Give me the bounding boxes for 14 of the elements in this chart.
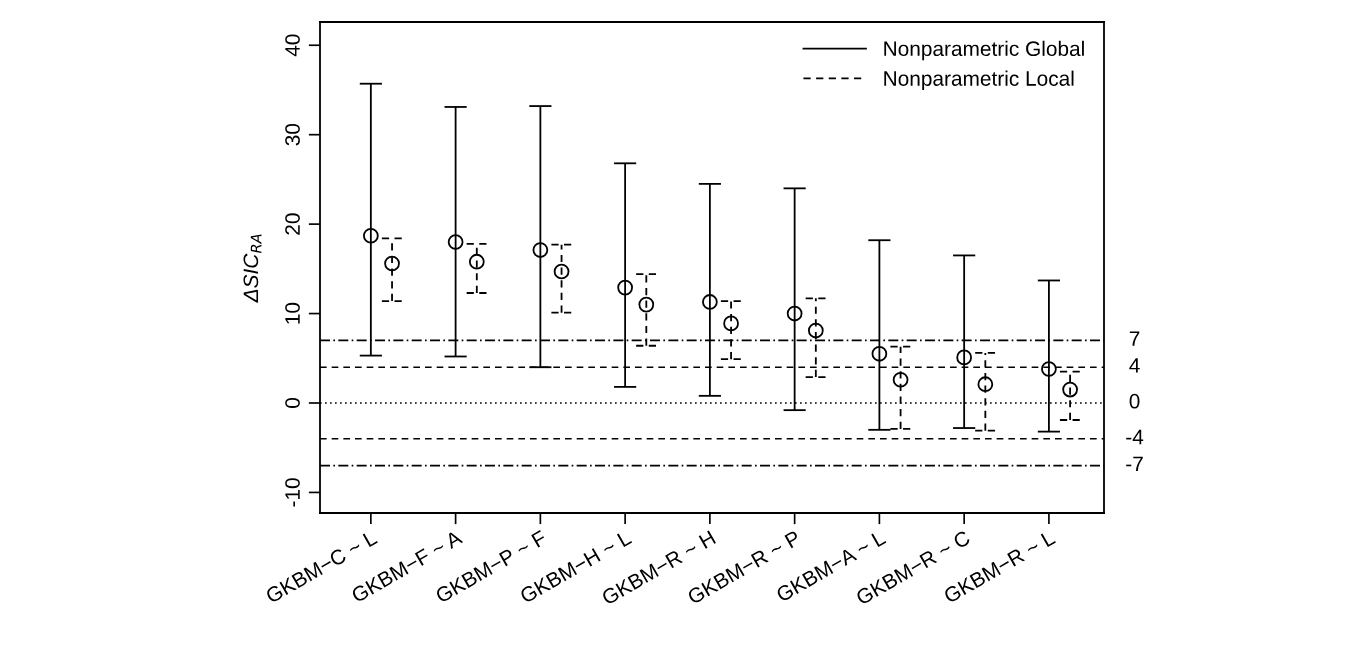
y-tick-label: 0 — [285, 398, 300, 408]
ref-line-label: 0 — [1129, 393, 1140, 409]
ref-line-label: -4 — [1126, 429, 1144, 445]
y-tick-label: -10 — [285, 478, 300, 507]
ref-line-label: -7 — [1126, 456, 1143, 471]
legend-label: Nonparametric Global — [884, 40, 1084, 61]
ref-line-label: 4 — [1129, 358, 1140, 373]
y-tick-label: 10 — [285, 302, 300, 324]
legend-label: Nonparametric Local — [884, 70, 1074, 91]
ref-line-label: 7 — [1129, 331, 1140, 346]
y-tick-label: 20 — [285, 213, 300, 235]
y-tick-label: 40 — [285, 34, 300, 57]
y-tick-label: 30 — [285, 123, 300, 146]
y-axis-title: ΔSIC$_{RA}$ — [243, 234, 262, 303]
